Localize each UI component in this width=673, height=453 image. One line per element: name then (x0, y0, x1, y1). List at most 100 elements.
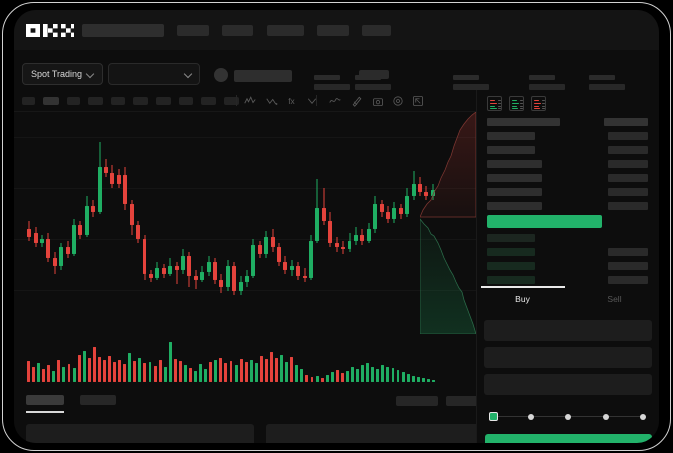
search-input[interactable] (82, 24, 164, 37)
volume-bar (183, 365, 187, 382)
candle (72, 112, 77, 317)
price-chart[interactable] (14, 112, 476, 387)
orderbook-display-modes (487, 96, 546, 111)
timeframe-button-1[interactable] (22, 97, 35, 105)
orderbook-bid-row[interactable] (487, 234, 535, 242)
candle (430, 112, 435, 317)
nav-item-2[interactable] (222, 25, 253, 36)
volume-bar (87, 358, 91, 382)
place-buy-order-button[interactable] (485, 434, 652, 443)
timeframe-button-10[interactable] (224, 97, 239, 105)
chevron-down-icon (185, 71, 192, 78)
orders-tab-2[interactable] (80, 395, 116, 405)
nav-item-3[interactable] (267, 25, 304, 36)
tab-buy[interactable]: Buy (515, 294, 530, 304)
orderbook-ask-row[interactable] (487, 146, 535, 154)
volume-bar (295, 365, 299, 382)
orders-tab-active[interactable] (26, 395, 64, 405)
candle (417, 112, 422, 317)
candle (245, 112, 249, 317)
orderbook-ask-row[interactable] (487, 132, 535, 140)
candle (398, 112, 403, 317)
timeframe-button-2[interactable] (43, 97, 59, 105)
volume-bar (178, 361, 182, 382)
toolbar-separator (236, 95, 237, 106)
stat-5-label (589, 75, 615, 80)
camera-icon[interactable] (372, 95, 384, 107)
timeframe-button-3[interactable] (67, 97, 80, 105)
tab-sell[interactable]: Sell (607, 294, 622, 304)
orders-action-1[interactable] (396, 396, 438, 406)
slider-handle[interactable] (489, 412, 498, 421)
slider-step-25[interactable] (527, 413, 534, 420)
volume-bar (138, 358, 142, 382)
orderbook-ask-row[interactable] (487, 188, 542, 196)
volume-bar (249, 360, 253, 382)
bottom-content-block-right (266, 424, 494, 443)
candle (59, 112, 64, 317)
orderbook-mode-bids-icon[interactable] (509, 96, 524, 111)
volume-bar (67, 364, 71, 382)
order-amount-field[interactable] (484, 347, 652, 368)
volume-bar (82, 351, 86, 382)
orderbook-ask-row[interactable] (487, 202, 542, 210)
trading-mode-dropdown[interactable]: Spot Trading (22, 63, 104, 85)
volume-bar (361, 365, 365, 382)
candle (116, 112, 121, 317)
orderbook-ask-size (607, 174, 648, 182)
timeframe-button-7[interactable] (156, 97, 171, 105)
chart-type-icon[interactable] (306, 95, 318, 107)
timeframe-button-8[interactable] (179, 97, 193, 105)
volume-bar (432, 379, 435, 382)
timeframe-button-6[interactable] (133, 97, 148, 105)
orderbook-ask-row[interactable] (487, 160, 542, 168)
candle (78, 112, 83, 317)
timeframe-button-5[interactable] (111, 97, 125, 105)
volume-bar (199, 364, 203, 382)
volume-bar (128, 353, 132, 382)
orderbook-bid-row[interactable] (487, 248, 535, 256)
amount-percent-slider[interactable] (489, 412, 647, 421)
drawing-tool-icon[interactable] (351, 95, 363, 107)
settings-gear-icon[interactable] (392, 95, 404, 107)
stat-3 (453, 75, 489, 90)
candle (289, 112, 294, 317)
volume-bar (340, 373, 344, 382)
okx-logo-icon[interactable] (26, 23, 74, 37)
timeframe-button-4[interactable] (88, 97, 103, 105)
orderbook-bid-row[interactable] (487, 262, 535, 270)
volume-bar (77, 354, 81, 382)
volume-bar (300, 369, 304, 382)
orderbook-bid-row[interactable] (487, 276, 535, 284)
volume-bar (173, 359, 177, 382)
fullscreen-icon[interactable] (412, 95, 424, 107)
slider-step-100[interactable] (640, 413, 646, 420)
order-total-field[interactable] (484, 374, 652, 395)
volume-bar (330, 372, 334, 382)
orderbook-ask-row[interactable] (487, 174, 542, 182)
order-price-field[interactable] (484, 320, 652, 341)
nav-item-4[interactable] (317, 25, 349, 36)
slider-step-75[interactable] (602, 413, 609, 420)
candle (405, 112, 410, 317)
volume-bar (381, 365, 385, 382)
orderbook-mode-both-icon[interactable] (487, 96, 502, 111)
volume-bar (411, 376, 415, 382)
nav-item-1[interactable] (177, 25, 209, 36)
orderbook[interactable] (477, 118, 659, 284)
volume-bar (366, 363, 370, 382)
candle (315, 112, 320, 317)
line-chart-icon[interactable] (329, 95, 341, 107)
candle (155, 112, 160, 317)
alert-icon[interactable]: fx (286, 95, 298, 107)
timeframe-button-9[interactable] (201, 97, 216, 105)
nav-item-5[interactable] (362, 25, 391, 36)
orders-action-2[interactable] (446, 396, 488, 406)
volume-bar (92, 347, 96, 382)
slider-step-50[interactable] (565, 413, 571, 420)
pair-dropdown[interactable] (108, 63, 200, 85)
orderbook-mode-asks-icon[interactable] (531, 96, 546, 111)
volume-bar (275, 358, 278, 382)
indicator-icon[interactable] (244, 95, 256, 107)
compare-icon[interactable] (266, 95, 278, 107)
